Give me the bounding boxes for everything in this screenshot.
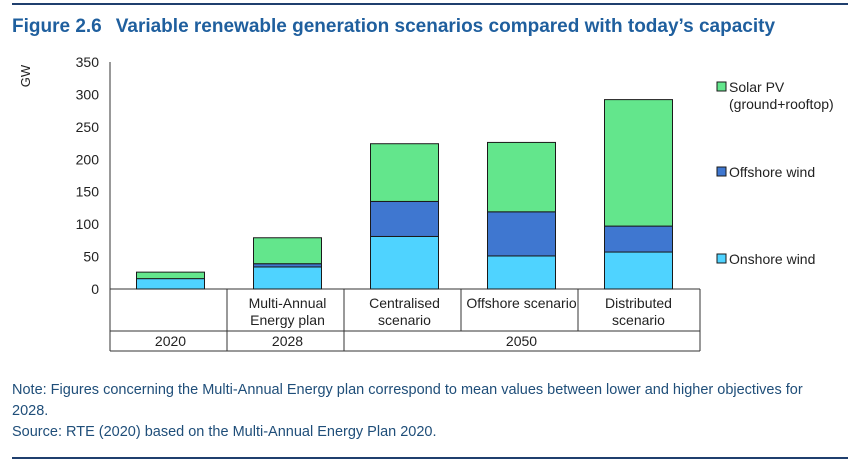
figure-title-text: Variable renewable generation scenarios … [115,16,776,37]
y-tick-label-5: 250 [76,119,100,135]
bar-onshore-3 [487,255,556,290]
y-tick-label-7: 350 [76,54,100,70]
group-label-0: 2020 [155,333,186,349]
bar-solar-1 [253,237,322,265]
legend-swatch-offshore [716,166,727,177]
source-text: Source: RTE (2020) based on the Multi-An… [12,424,437,440]
bar-onshore-4 [604,251,673,290]
stacked-bar-chart: GW 0 50 100 150 200 250 300 350 Multi-AnnualEnerg… [18,54,834,352]
bar-onshore-2 [370,235,439,290]
legend-swatch-solar [716,81,727,92]
category-label-4-0: Distributed [605,295,672,311]
bar-offshore-4 [604,225,673,253]
category-label-3-0: Offshore scenario [466,295,576,311]
bar-onshore-0 [136,278,205,290]
figure-number: Figure 2.6 [12,16,102,37]
group-label-2: 2050 [506,333,537,349]
bottom-rule [12,457,848,459]
bar-offshore-3 [487,211,556,257]
notes-block: Note: Figures concerning the Multi-Annua… [12,380,832,443]
legend-swatch-onshore [716,253,727,264]
note-text: Note: Figures concerning the Multi-Annua… [12,382,803,419]
bar-solar-3 [487,141,556,213]
legend-label-solar-0: Solar PV [729,79,785,95]
bar-solar-0 [136,271,205,280]
y-tick-label-4: 200 [76,151,100,167]
category-label-4-1: scenario [612,312,665,328]
y-tick-label-1: 50 [83,249,99,265]
legend-label-offshore-0: Offshore wind [729,164,815,180]
bar-onshore-1 [253,266,322,290]
legend-label-solar-1: (ground+rooftop) [729,96,834,112]
y-tick-label-3: 150 [76,184,100,200]
bar-solar-4 [604,99,673,227]
legend-label-onshore-0: Onshore wind [729,251,815,267]
category-label-2-0: Centralised [369,295,440,311]
category-label-1-0: Multi-Annual [249,295,327,311]
y-tick-label-0: 0 [91,281,99,297]
y-tick-label-6: 300 [76,86,100,102]
y-axis-label: GW [18,64,33,87]
bar-offshore-2 [370,200,439,237]
top-rule [12,3,848,5]
bar-solar-2 [370,143,439,202]
category-label-2-1: scenario [378,312,431,328]
y-tick-label-2: 100 [76,216,100,232]
group-label-1: 2028 [272,333,303,349]
figure-title: Figure 2.6 Variable renewable generation … [12,16,775,38]
category-label-1-1: Energy plan [250,312,325,328]
